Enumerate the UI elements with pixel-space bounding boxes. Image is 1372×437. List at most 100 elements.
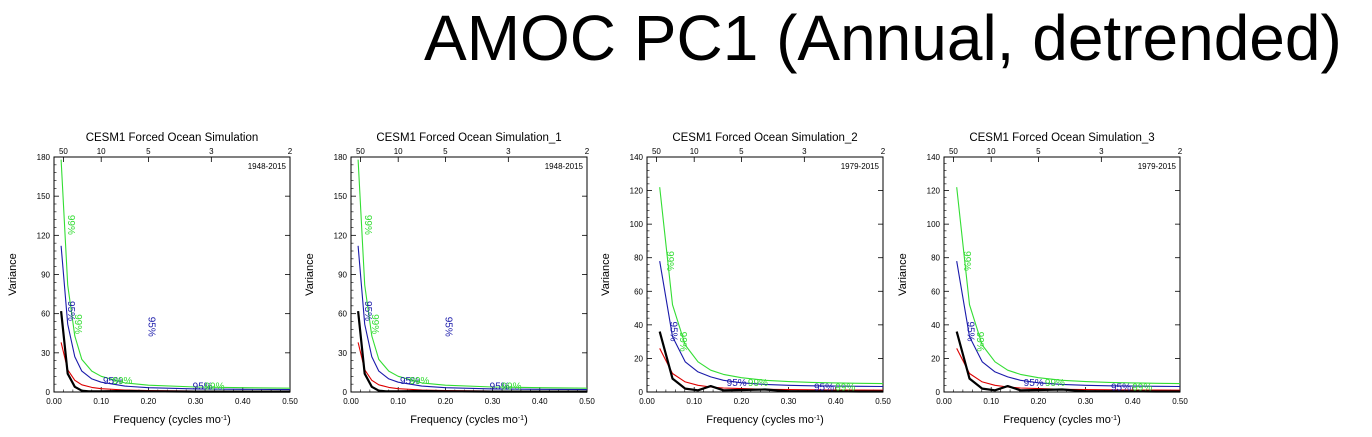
x-tick-label: 0.40 (828, 397, 844, 406)
top-tick-label: 2 (1178, 147, 1183, 156)
confidence-label-99pct: 99% (974, 332, 985, 352)
top-tick-label: 5 (739, 147, 744, 156)
y-tick-label: 180 (37, 153, 51, 162)
top-tick-label: 5 (1036, 147, 1041, 156)
x-tick-label: 0.00 (936, 397, 952, 406)
series-line-95pct (956, 261, 1181, 388)
series-line-95pct (659, 261, 884, 388)
x-axis-label-end: ) (1117, 414, 1121, 426)
top-tick-label: 3 (209, 147, 214, 156)
chart-panel-3: CESM1 Forced Ocean Simulation_2 1979-2015… (600, 132, 891, 426)
y-tick-label: 20 (931, 354, 940, 363)
x-tick-label: 0.10 (93, 397, 109, 406)
chart-panel-2: CESM1 Forced Ocean Simulation_1 1948-2015… (304, 132, 595, 426)
series-line-95pct (357, 245, 588, 391)
x-axis-label-main: Frequency (cycles mo (410, 414, 518, 426)
period-label: 1979-2015 (1138, 162, 1177, 171)
y-tick-label: 40 (634, 321, 643, 330)
x-axis-label-main: Frequency (cycles mo (113, 414, 221, 426)
confidence-label-99pct: 99% (362, 215, 373, 235)
x-axis-label-sup: -1 (518, 415, 524, 422)
confidence-label-99pct: 99% (835, 382, 855, 393)
x-tick-label: 0.30 (188, 397, 204, 406)
x-tick-label: 0.40 (532, 397, 548, 406)
period-label: 1948-2015 (248, 162, 287, 171)
plot-frame (646, 156, 884, 393)
x-tick-label: 0.40 (235, 397, 251, 406)
y-axis-label: Variance (897, 253, 909, 296)
top-tick-label: 10 (690, 147, 699, 156)
confidence-label-95pct: 95% (727, 378, 747, 389)
x-axis-label-sup: -1 (814, 415, 820, 422)
confidence-label-95pct: 95% (965, 322, 976, 342)
y-tick-label: 140 (927, 153, 941, 162)
top-tick-label: 50 (356, 147, 365, 156)
y-tick-label: 30 (41, 349, 50, 358)
confidence-label-99pct: 99% (961, 251, 972, 271)
confidence-label-95pct: 95% (442, 317, 453, 337)
confidence-label-95pct: 95% (400, 376, 420, 387)
y-tick-label: 140 (630, 153, 644, 162)
plot-frame (53, 156, 291, 393)
confidence-label-99pct: 99% (72, 314, 83, 334)
x-tick-label: 0.10 (686, 397, 702, 406)
y-tick-label: 80 (931, 254, 940, 263)
confidence-label-95pct: 95% (1111, 382, 1131, 393)
y-tick-label: 0 (936, 388, 941, 397)
y-tick-label: 150 (37, 192, 51, 201)
top-tick-label: 3 (802, 147, 807, 156)
y-tick-label: 90 (41, 271, 50, 280)
confidence-label-99pct: 99% (677, 332, 688, 352)
top-tick-label: 10 (987, 147, 996, 156)
y-axis-label: Variance (7, 253, 19, 296)
y-tick-label: 0 (343, 388, 348, 397)
y-tick-label: 0 (46, 388, 51, 397)
x-axis-label-end: ) (524, 414, 528, 426)
y-tick-label: 120 (334, 231, 348, 240)
series-line-red-noise (659, 348, 884, 391)
x-tick-label: 0.10 (983, 397, 999, 406)
series-line-99pct (357, 159, 588, 389)
y-tick-label: 120 (37, 231, 51, 240)
series-line-spectrum (955, 331, 1180, 393)
y-tick-label: 100 (630, 220, 644, 229)
series-line-spectrum (60, 310, 290, 393)
series-line-95pct (60, 245, 291, 391)
y-axis-label: Variance (600, 253, 612, 296)
series-line-spectrum (357, 310, 587, 393)
confidence-label-95pct: 95% (814, 382, 834, 393)
y-tick-label: 80 (634, 254, 643, 263)
period-label: 1948-2015 (545, 162, 584, 171)
top-tick-label: 10 (394, 147, 403, 156)
x-tick-label: 0.30 (485, 397, 501, 406)
chart-title: CESM1 Forced Ocean Simulation_3 (969, 132, 1154, 144)
confidence-label-99pct: 99% (664, 251, 675, 271)
y-tick-label: 60 (634, 287, 643, 296)
x-tick-label: 0.50 (875, 397, 891, 406)
series-line-99pct (956, 187, 1181, 385)
confidence-label-95pct: 95% (668, 322, 679, 342)
x-axis-label-end: ) (820, 414, 824, 426)
x-tick-label: 0.00 (46, 397, 62, 406)
x-axis-label-sup: -1 (221, 415, 227, 422)
y-tick-label: 60 (338, 310, 347, 319)
confidence-label-99pct: 99% (409, 376, 429, 387)
confidence-label-99pct: 99% (1045, 378, 1065, 389)
y-tick-label: 30 (338, 349, 347, 358)
series-line-spectrum (658, 331, 883, 393)
y-axis-label: Variance (304, 253, 316, 296)
top-tick-label: 2 (288, 147, 293, 156)
confidence-label-99pct: 99% (748, 378, 768, 389)
y-tick-label: 40 (931, 321, 940, 330)
series-line-red-noise (357, 342, 588, 392)
x-tick-label: 0.40 (1125, 397, 1141, 406)
chart-title: CESM1 Forced Ocean Simulation_1 (376, 132, 561, 144)
x-axis-label: Frequency (cycles mo-1) (113, 414, 231, 426)
top-tick-label: 50 (59, 147, 68, 156)
confidence-label-99pct: 99% (369, 314, 380, 334)
y-tick-label: 120 (927, 187, 941, 196)
chart-panel-1: CESM1 Forced Ocean Simulation 1948-2015 0 3… (7, 132, 298, 426)
x-axis-label-main: Frequency (cycles mo (1003, 414, 1111, 426)
x-tick-label: 0.00 (343, 397, 359, 406)
